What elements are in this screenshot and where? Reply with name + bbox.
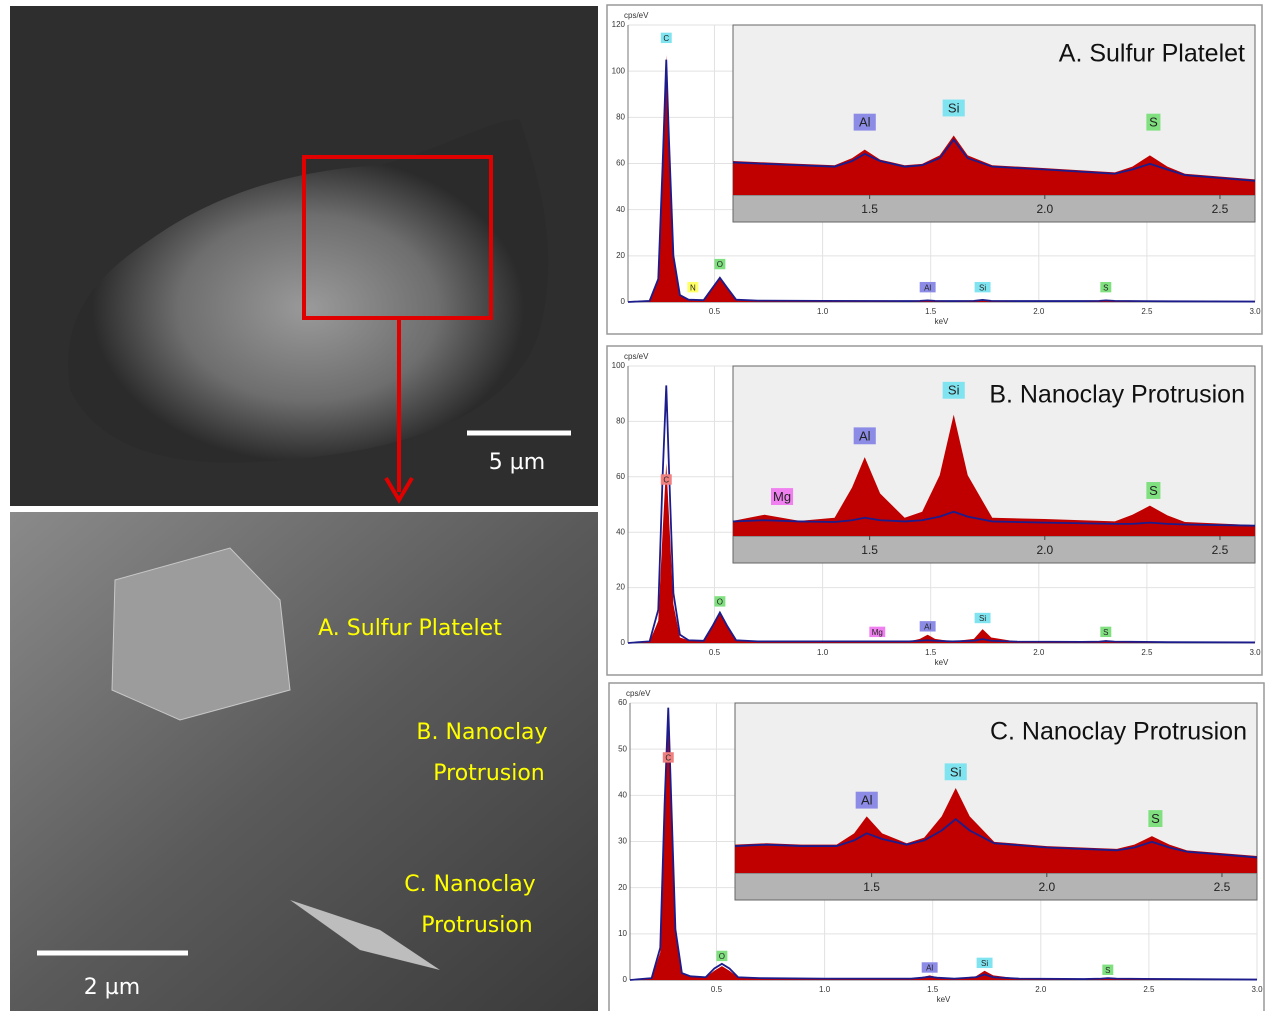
y-tick-label: 30 [618, 837, 627, 846]
x-tick-label: 1.5 [925, 648, 937, 657]
y-tick-label: 60 [618, 698, 627, 707]
y-tick-label: 40 [616, 527, 625, 536]
sem-detail: 2 µm A. Sulfur Platelet B. Nanoclay Prot… [10, 512, 598, 1011]
inset-x-tick-label: 1.5 [863, 880, 880, 894]
peak-label: Al [859, 115, 871, 130]
x-tick-label: 1.5 [925, 307, 937, 316]
peak-label: S [1103, 628, 1108, 637]
x-axis-label: keV [937, 995, 951, 1004]
inset-x-tick-label: 2.5 [1214, 880, 1231, 894]
peak-label: O [719, 952, 725, 961]
peak-label: O [717, 597, 723, 606]
peak-label: Al [859, 428, 871, 443]
peak-label: Si [950, 764, 962, 779]
peak-label: Si [948, 100, 960, 115]
y-tick-label: 40 [616, 205, 625, 214]
peak-label: Si [948, 383, 960, 398]
x-tick-label: 3.0 [1251, 985, 1263, 994]
region-label: A. Sulfur Platelet [318, 616, 502, 641]
chart-title: C. Nanoclay Protrusion [990, 718, 1247, 746]
x-tick-label: 0.5 [709, 648, 721, 657]
chart-title: A. Sulfur Platelet [1059, 40, 1245, 68]
region-label: Protrusion [433, 761, 545, 786]
peak-label: C [663, 476, 669, 485]
peak-label: S [1103, 283, 1108, 292]
peak-label: N [690, 283, 696, 292]
y-axis-label: cps/eV [624, 352, 649, 361]
y-axis-label: cps/eV [624, 11, 649, 20]
y-tick-label: 20 [616, 251, 625, 260]
peak-label: O [717, 260, 723, 269]
x-axis-label: keV [935, 658, 949, 667]
y-tick-label: 120 [612, 20, 626, 29]
y-tick-label: 40 [618, 790, 627, 799]
inset-x-tick-label: 1.5 [861, 543, 878, 557]
x-tick-label: 1.0 [819, 985, 831, 994]
peak-label: S [1105, 966, 1110, 975]
scale-label: 2 µm [84, 975, 140, 1000]
y-tick-label: 0 [623, 975, 628, 984]
inset-axis-strip [735, 873, 1257, 900]
y-tick-label: 60 [616, 472, 625, 481]
inset-x-tick-label: 1.5 [861, 202, 878, 216]
y-tick-label: 100 [612, 66, 626, 75]
scale-label: 5 µm [489, 450, 545, 475]
x-tick-label: 2.5 [1141, 307, 1153, 316]
y-tick-label: 100 [612, 361, 626, 370]
peak-label: Si [979, 283, 986, 292]
y-tick-label: 20 [616, 583, 625, 592]
region-label: Protrusion [421, 913, 533, 938]
peak-label: Al [926, 964, 933, 973]
y-tick-label: 20 [618, 883, 627, 892]
x-tick-label: 2.5 [1143, 985, 1155, 994]
x-tick-label: 2.0 [1033, 307, 1045, 316]
inset-axis-strip [733, 195, 1255, 222]
x-tick-label: 0.5 [709, 307, 721, 316]
chart-title: B. Nanoclay Protrusion [989, 381, 1245, 409]
y-axis-label: cps/eV [626, 689, 651, 698]
x-tick-label: 0.5 [711, 985, 723, 994]
region-label: C. Nanoclay [404, 872, 535, 897]
peak-label: S [1151, 811, 1160, 826]
x-tick-label: 3.0 [1249, 648, 1261, 657]
x-tick-label: 1.0 [817, 648, 829, 657]
region-label: B. Nanoclay [416, 720, 547, 745]
peak-label: Al [861, 793, 873, 808]
y-tick-label: 50 [618, 744, 627, 753]
sem-overview: 5 µm [10, 6, 598, 506]
inset-x-tick-label: 2.0 [1036, 543, 1053, 557]
y-tick-label: 0 [621, 297, 626, 306]
x-tick-label: 2.5 [1141, 648, 1153, 657]
x-tick-label: 1.0 [817, 307, 829, 316]
peak-label: Si [981, 959, 988, 968]
peak-label: S [1149, 115, 1158, 130]
peak-label: Al [924, 283, 931, 292]
page: 5 µm 2 µm A. Sulfur Platelet B. Nanoclay… [0, 0, 1270, 1011]
y-tick-label: 80 [616, 112, 625, 121]
peak-label: C [663, 34, 669, 43]
figure: 5 µm 2 µm A. Sulfur Platelet B. Nanoclay… [0, 0, 1270, 1011]
peak-label: Al [924, 622, 931, 631]
y-tick-label: 80 [616, 417, 625, 426]
x-tick-label: 2.0 [1033, 648, 1045, 657]
y-tick-label: 60 [616, 159, 625, 168]
inset-x-tick-label: 2.5 [1212, 543, 1229, 557]
peak-label: S [1149, 483, 1158, 498]
x-tick-label: 3.0 [1249, 307, 1261, 316]
x-axis-label: keV [935, 317, 949, 326]
peak-label: Si [979, 614, 986, 623]
peak-label: C [665, 754, 671, 763]
inset-axis-strip [733, 536, 1255, 563]
inset-x-tick-label: 2.0 [1038, 880, 1055, 894]
y-tick-label: 0 [621, 638, 626, 647]
y-tick-label: 10 [618, 929, 627, 938]
x-tick-label: 2.0 [1035, 985, 1047, 994]
x-tick-label: 1.5 [927, 985, 939, 994]
peak-label: Mg [773, 489, 791, 504]
inset-x-tick-label: 2.0 [1036, 202, 1053, 216]
peak-label: Mg [872, 628, 883, 637]
inset-x-tick-label: 2.5 [1212, 202, 1229, 216]
